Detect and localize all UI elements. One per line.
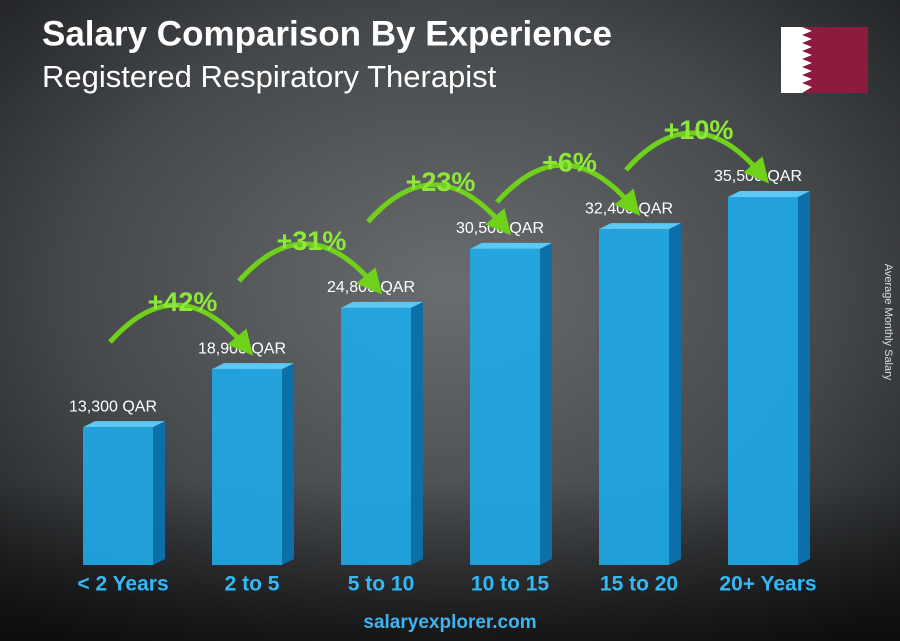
growth-arrow	[624, 130, 770, 184]
bar-top	[341, 301, 423, 308]
growth-label: +31%	[277, 226, 347, 256]
bar-top	[728, 191, 810, 197]
growth-arrow	[366, 182, 512, 236]
bar-side	[669, 223, 681, 566]
bar	[599, 229, 669, 566]
bar-side	[540, 242, 552, 565]
growth-label: +42%	[148, 287, 218, 317]
bar-top	[599, 223, 681, 230]
growth-label: +23%	[406, 167, 476, 197]
bar-side	[282, 363, 294, 565]
bar-top	[212, 363, 294, 370]
growth-arrow	[495, 162, 641, 216]
bar-top	[83, 421, 165, 428]
bar-side	[411, 301, 423, 565]
growth-arrow	[108, 302, 254, 356]
flag	[781, 27, 868, 93]
growth-arrow	[237, 241, 383, 295]
value-label: 13,300 QAR	[69, 398, 157, 415]
x-tick-label: 10 to 15	[471, 573, 550, 596]
bar-side	[798, 191, 810, 565]
bar	[728, 197, 798, 565]
chart-subtitle: Registered Respiratory Therapist	[42, 59, 497, 94]
bar-side	[153, 421, 165, 565]
bar-top	[470, 242, 552, 249]
x-tick-label: 5 to 10	[348, 573, 415, 596]
source: salaryexplorer.com	[363, 612, 536, 633]
bar	[212, 369, 282, 565]
y-axis-label: Average Monthly Salary	[882, 264, 894, 381]
chart-title: Salary Comparison By Experience	[42, 14, 612, 53]
bar	[470, 248, 540, 565]
bar	[341, 307, 411, 565]
growth-label: +10%	[664, 115, 734, 145]
x-tick-label: 15 to 20	[600, 573, 678, 596]
x-tick-label: 20+ Years	[719, 573, 816, 596]
x-tick-label: 2 to 5	[225, 573, 280, 596]
x-tick-label: < 2 Years	[77, 573, 168, 596]
bar	[83, 427, 153, 565]
growth-label: +6%	[542, 147, 597, 177]
